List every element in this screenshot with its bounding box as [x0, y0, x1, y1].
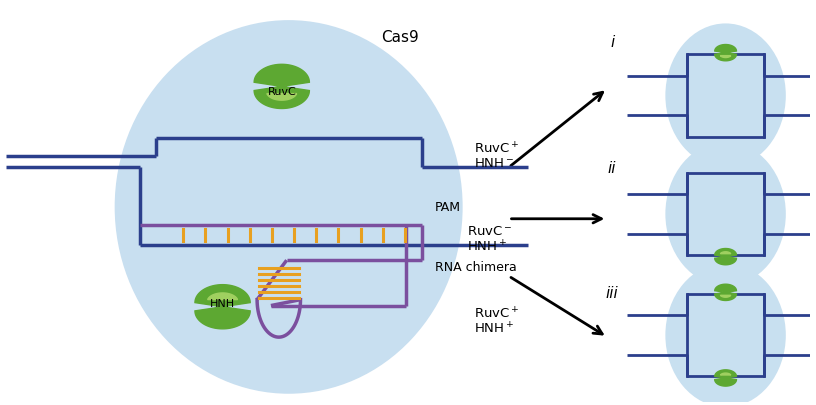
Polygon shape — [721, 373, 731, 375]
Text: HNH$^-$: HNH$^-$ — [474, 157, 514, 170]
Text: iii: iii — [605, 286, 619, 301]
Polygon shape — [715, 284, 737, 301]
Text: RuvC$^+$: RuvC$^+$ — [474, 305, 520, 320]
Ellipse shape — [116, 22, 461, 392]
Text: i: i — [610, 35, 614, 49]
Text: RNA chimera: RNA chimera — [435, 260, 517, 273]
Text: HNH$^+$: HNH$^+$ — [468, 239, 508, 254]
Polygon shape — [254, 65, 309, 109]
Polygon shape — [715, 45, 737, 62]
Polygon shape — [208, 293, 237, 300]
Text: RuvC: RuvC — [268, 86, 296, 96]
Polygon shape — [195, 285, 251, 329]
Polygon shape — [721, 252, 731, 254]
Polygon shape — [721, 56, 731, 58]
Polygon shape — [721, 296, 731, 298]
Text: ii: ii — [608, 160, 616, 175]
Ellipse shape — [667, 26, 785, 167]
Ellipse shape — [667, 264, 785, 405]
Polygon shape — [267, 94, 297, 101]
Text: RuvC$^+$: RuvC$^+$ — [474, 141, 520, 156]
Text: PAM: PAM — [435, 201, 460, 214]
Text: HNH$^+$: HNH$^+$ — [474, 321, 514, 336]
Text: HNH: HNH — [210, 298, 235, 308]
Text: RuvC$^-$: RuvC$^-$ — [468, 224, 512, 237]
Polygon shape — [715, 370, 737, 386]
Ellipse shape — [667, 143, 785, 285]
Text: Cas9: Cas9 — [381, 30, 419, 45]
Polygon shape — [715, 249, 737, 265]
